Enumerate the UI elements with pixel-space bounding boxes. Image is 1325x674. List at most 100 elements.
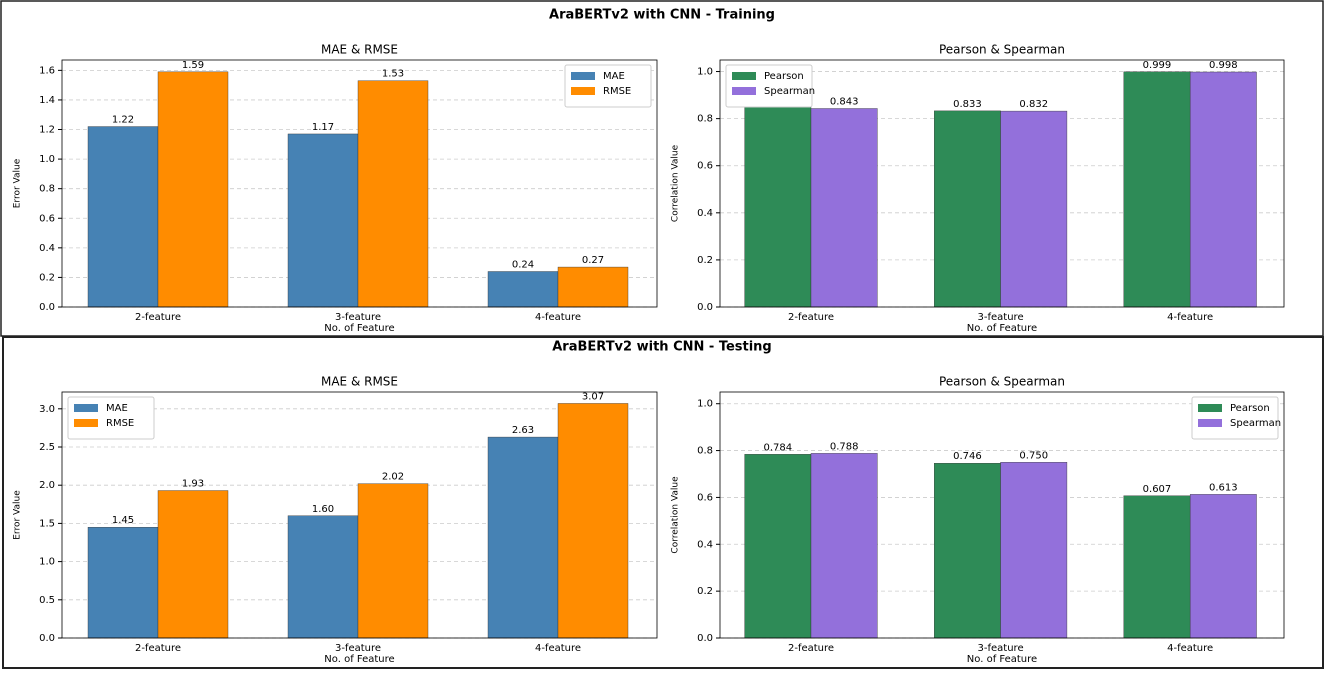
y-tick-label: 0.8 xyxy=(697,446,713,457)
data-label: 0.843 xyxy=(830,97,859,108)
y-tick-label: 0.4 xyxy=(697,208,713,219)
x-tick-label: 4-feature xyxy=(1167,643,1213,654)
bar xyxy=(87,527,159,639)
bar xyxy=(934,463,1001,639)
x-tick-label: 2-feature xyxy=(135,312,181,323)
y-tick-label: 1.2 xyxy=(39,125,55,136)
bar xyxy=(1123,71,1191,308)
legend-label: Spearman xyxy=(764,86,815,97)
bar xyxy=(810,453,878,639)
x-axis-label: No. of Feature xyxy=(324,323,394,334)
y-axis-label: Error Value xyxy=(13,158,23,208)
bar xyxy=(157,490,229,639)
data-label: 0.784 xyxy=(764,442,793,453)
bar xyxy=(557,266,629,308)
legend-label: RMSE xyxy=(106,418,134,429)
bar xyxy=(1000,110,1068,308)
data-label: 0.998 xyxy=(1209,60,1238,71)
y-tick-label: 0.5 xyxy=(39,595,55,606)
chart-title: MAE & RMSE xyxy=(321,43,398,57)
y-tick-label: 0.8 xyxy=(39,184,55,195)
x-tick-label: 4-feature xyxy=(1167,312,1213,323)
bar xyxy=(1189,71,1257,308)
legend-swatch xyxy=(732,87,756,95)
y-tick-label: 2.5 xyxy=(39,442,55,453)
y-tick-label: 1.5 xyxy=(39,518,55,529)
x-tick-label: 3-feature xyxy=(978,643,1024,654)
x-tick-label: 3-feature xyxy=(978,312,1024,323)
data-label: 1.45 xyxy=(112,515,134,526)
legend-swatch xyxy=(74,419,98,427)
y-axis-label: Error Value xyxy=(13,490,23,540)
legend-swatch xyxy=(74,404,98,412)
bar xyxy=(810,108,878,308)
bar xyxy=(87,126,159,308)
data-label: 0.746 xyxy=(953,451,982,462)
y-tick-label: 0.2 xyxy=(697,586,713,597)
data-label: 0.613 xyxy=(1209,482,1238,493)
x-axis-label: No. of Feature xyxy=(967,654,1037,665)
legend-label: RMSE xyxy=(603,86,631,97)
bar xyxy=(1000,462,1068,639)
legend-label: Spearman xyxy=(1230,418,1281,429)
data-label: 1.17 xyxy=(312,122,334,133)
chart-title: Pearson & Spearman xyxy=(939,43,1065,57)
data-label: 1.22 xyxy=(112,115,134,126)
y-tick-label: 0.6 xyxy=(697,161,713,172)
data-label: 1.93 xyxy=(182,479,204,490)
data-label: 2.63 xyxy=(512,425,534,436)
legend-label: MAE xyxy=(106,403,128,414)
legend-label: MAE xyxy=(603,71,625,82)
x-tick-label: 2-feature xyxy=(788,312,834,323)
bar xyxy=(557,403,629,639)
x-tick-label: 2-feature xyxy=(788,643,834,654)
y-tick-label: 2.0 xyxy=(39,480,55,491)
y-tick-label: 0.8 xyxy=(697,114,713,125)
y-tick-label: 1.0 xyxy=(697,399,713,410)
y-tick-label: 0.0 xyxy=(697,302,713,313)
data-label: 3.07 xyxy=(582,391,604,402)
data-label: 1.53 xyxy=(382,69,404,80)
bar xyxy=(487,271,559,308)
x-tick-label: 4-feature xyxy=(535,643,581,654)
plot-frame xyxy=(61,391,658,639)
x-tick-label: 2-feature xyxy=(135,643,181,654)
chart-title: MAE & RMSE xyxy=(321,375,398,389)
y-tick-label: 1.0 xyxy=(39,557,55,568)
chart-title: Pearson & Spearman xyxy=(939,375,1065,389)
panel-title: AraBERTv2 with CNN - Training xyxy=(549,8,775,23)
x-tick-label: 3-feature xyxy=(335,643,381,654)
x-tick-label: 4-feature xyxy=(535,312,581,323)
legend-swatch xyxy=(571,87,595,95)
y-axis-label: Correlation Value xyxy=(671,476,681,554)
data-label: 1.59 xyxy=(182,60,204,71)
plot-frame xyxy=(61,59,658,308)
bar xyxy=(934,110,1001,308)
bar xyxy=(744,106,812,308)
bar xyxy=(287,133,359,308)
data-label: 0.24 xyxy=(512,260,534,271)
legend-label: Pearson xyxy=(1230,403,1270,414)
y-tick-label: 0.6 xyxy=(39,213,55,224)
y-tick-label: 1.0 xyxy=(697,67,713,78)
bar xyxy=(1123,495,1191,639)
legend-label: Pearson xyxy=(764,71,804,82)
panel-title: AraBERTv2 with CNN - Testing xyxy=(552,340,772,355)
y-tick-label: 3.0 xyxy=(39,404,55,415)
y-tick-label: 0.2 xyxy=(39,272,55,283)
y-tick-label: 1.6 xyxy=(39,65,55,76)
bar xyxy=(357,483,429,639)
data-label: 0.607 xyxy=(1143,484,1172,495)
y-tick-label: 0.0 xyxy=(39,302,55,313)
bar xyxy=(744,454,812,639)
bar xyxy=(487,436,559,639)
legend-swatch xyxy=(1198,404,1222,412)
y-tick-label: 0.6 xyxy=(697,492,713,503)
data-label: 0.832 xyxy=(1019,99,1048,110)
y-axis-label: Correlation Value xyxy=(671,144,681,222)
data-label: 1.60 xyxy=(312,504,334,515)
data-label: 0.750 xyxy=(1019,450,1048,461)
y-tick-label: 0.4 xyxy=(697,539,713,550)
bar xyxy=(157,71,229,308)
